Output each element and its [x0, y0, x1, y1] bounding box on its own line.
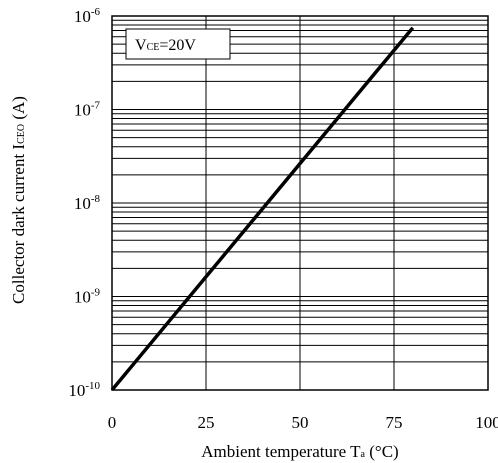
y-tick-label: 10-7: [74, 100, 101, 120]
x-tick-label: 25: [198, 413, 215, 432]
annotation-text: VCE=20V: [135, 37, 196, 54]
x-tick-label: 75: [386, 413, 403, 432]
grid: [111, 16, 489, 391]
annotation-box: [125, 28, 231, 60]
y-tick-base: 10: [74, 288, 91, 307]
y-tick-exponent: -10: [85, 380, 100, 392]
y-tick-label: 10-10: [68, 380, 100, 400]
series-line: [110, 26, 415, 392]
x-tick-labels: 0 25 50 75 100: [108, 413, 498, 432]
y-tick-base: 10: [74, 101, 91, 120]
x-axis-label-main: Ambient temperature T: [201, 442, 361, 461]
y-tick-exponent: -9: [91, 287, 101, 299]
y-tick-exponent: -6: [91, 6, 101, 18]
x-tick-label: 0: [108, 413, 117, 432]
vce-annotation: VCE=20V: [125, 28, 231, 60]
x-axis-label-sub: a: [361, 449, 366, 460]
series-layer: [110, 26, 415, 392]
y-tick-base: 10: [74, 194, 91, 213]
y-tick-exponent: -8: [91, 193, 101, 205]
y-axis-label-unit: (A): [9, 96, 28, 124]
y-axis-label-main: Collector dark current I: [9, 144, 28, 304]
plot-frame: [111, 15, 489, 391]
x-tick-label: 50: [292, 413, 309, 432]
y-tick-base: 10: [68, 381, 85, 400]
y-tick-label: 10-8: [74, 193, 101, 213]
y-axis-label: Collector dark current ICEO (A): [9, 96, 28, 304]
x-axis-label-unit: (°C): [365, 442, 399, 461]
x-tick-label: 100: [475, 413, 498, 432]
y-tick-label: 10-9: [74, 287, 101, 307]
x-axis-label: Ambient temperature Ta (°C): [201, 442, 398, 461]
y-tick-label: 10-6: [74, 6, 101, 26]
annotation-sub: CE: [147, 42, 160, 53]
y-axis-label-sub: CEO: [16, 124, 27, 144]
y-tick-exponent: -7: [91, 100, 101, 112]
annotation-suffix: =20V: [159, 37, 196, 54]
annotation-prefix: V: [135, 37, 147, 54]
y-tick-base: 10: [74, 7, 91, 26]
